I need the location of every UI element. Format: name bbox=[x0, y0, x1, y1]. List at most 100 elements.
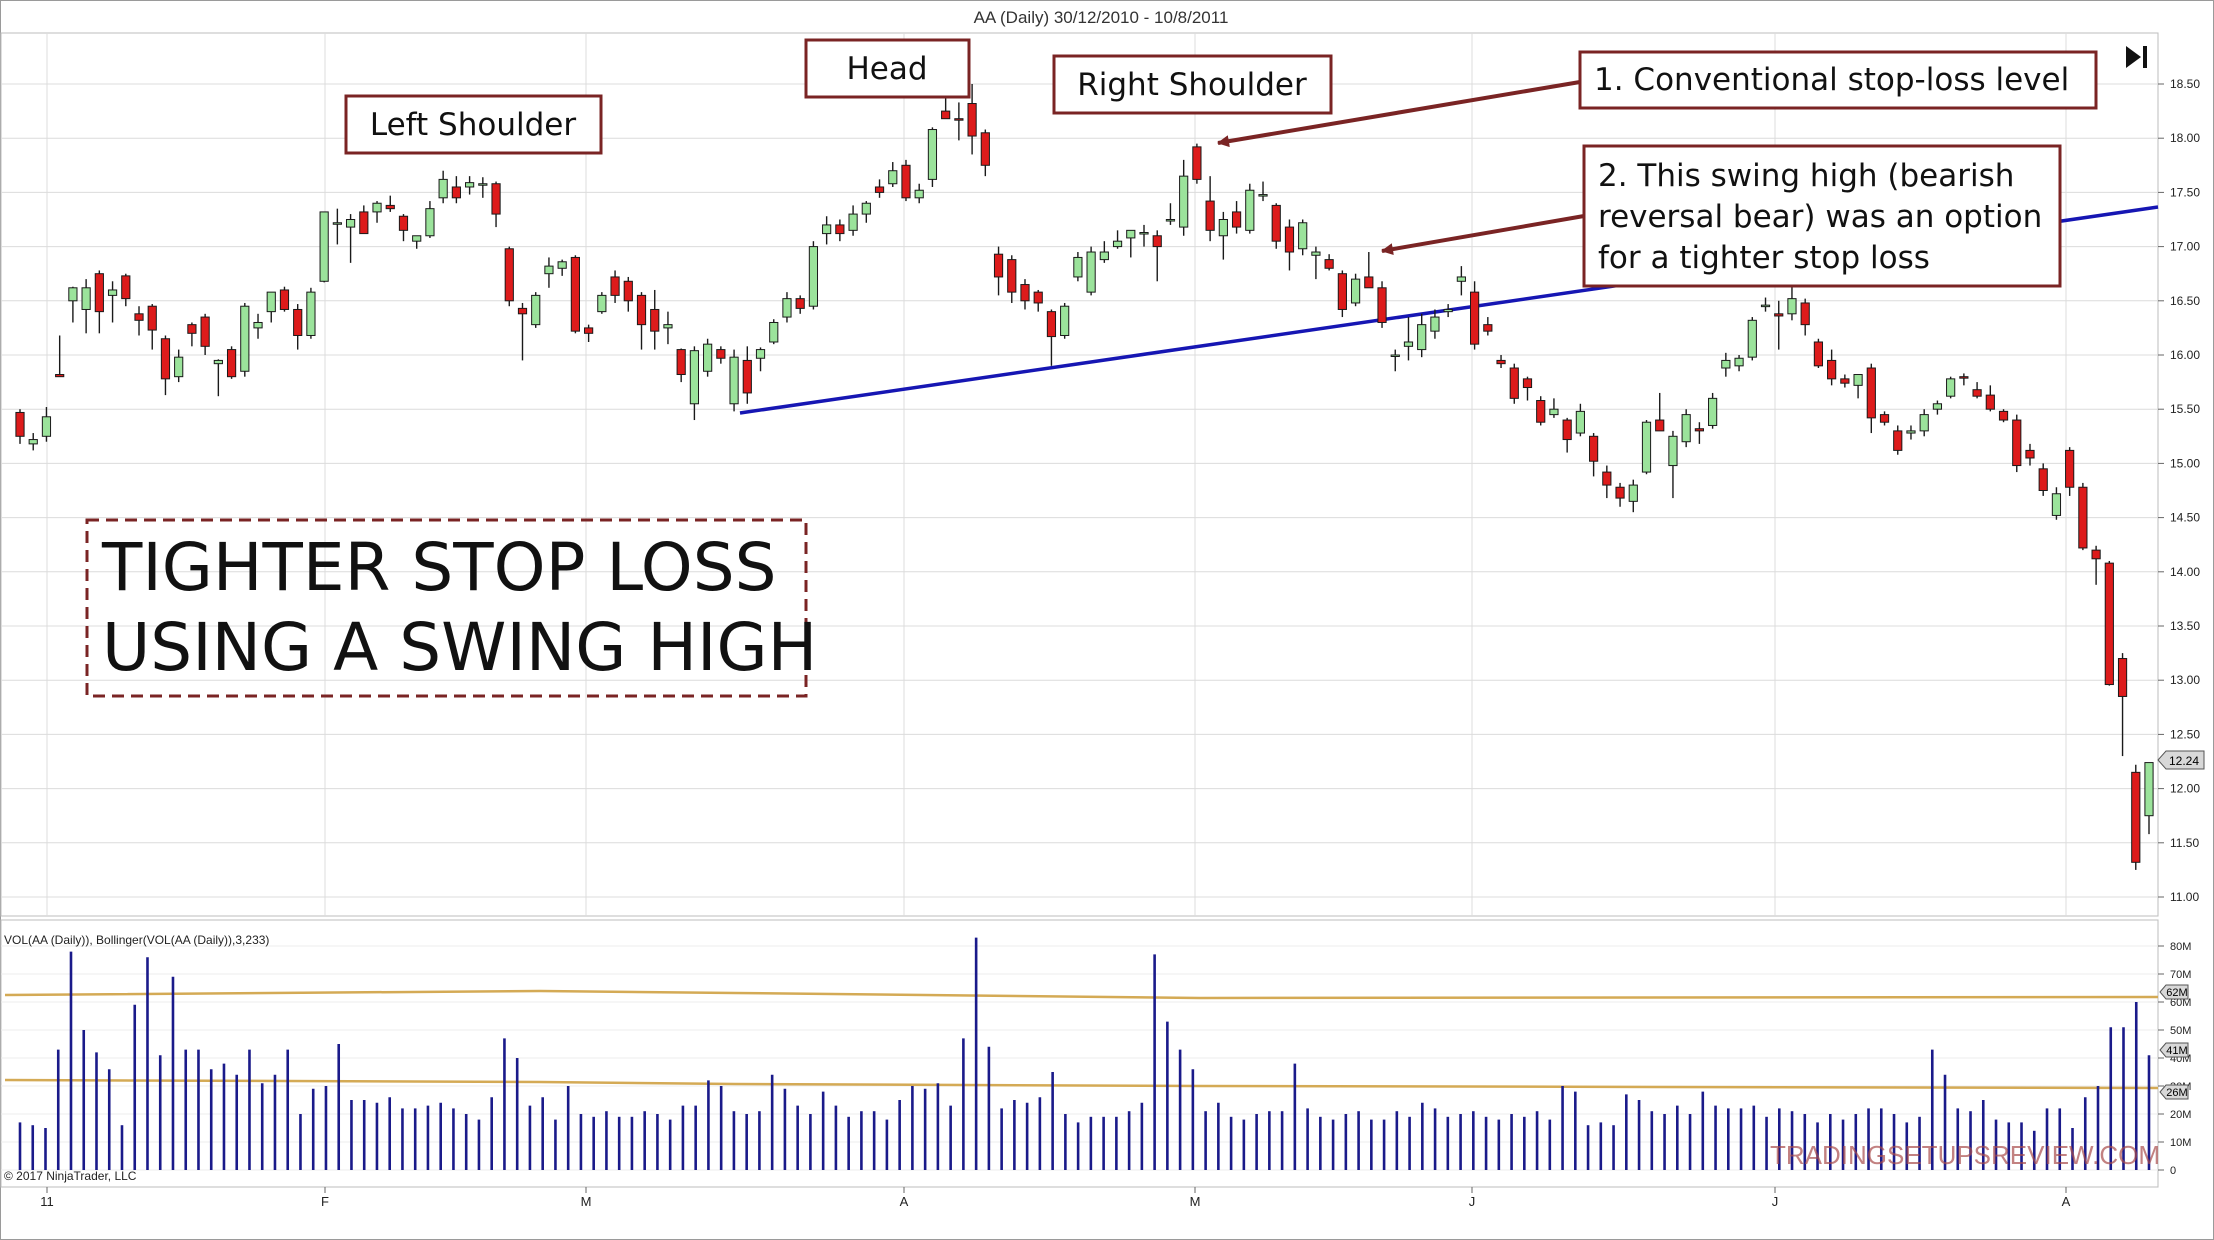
time-tick-label: J bbox=[1469, 1194, 1476, 1209]
candle-body-down bbox=[187, 324, 197, 334]
candle-body-up bbox=[1932, 403, 1943, 410]
candle bbox=[1602, 465, 1612, 499]
candle bbox=[874, 179, 885, 198]
candle-body-up bbox=[240, 305, 250, 372]
candle-body-up bbox=[888, 170, 898, 185]
candle-body-up bbox=[68, 287, 78, 302]
candle-body-up bbox=[808, 246, 819, 307]
candle bbox=[544, 257, 554, 288]
candle bbox=[914, 183, 924, 204]
candle bbox=[1906, 425, 1916, 440]
volume-last-value: 41M bbox=[2166, 1045, 2187, 1057]
candle bbox=[306, 287, 316, 339]
candle bbox=[1641, 420, 1652, 475]
candle-body-down bbox=[2131, 771, 2141, 863]
candle-body-up bbox=[1443, 308, 1453, 313]
candle-body-down bbox=[954, 118, 964, 121]
volume-last-tag bbox=[2159, 1042, 2189, 1058]
last-price-marker bbox=[2157, 750, 2205, 770]
candle-body-up bbox=[425, 208, 435, 237]
candle bbox=[2025, 443, 2035, 466]
candle-body-up bbox=[1628, 484, 1638, 502]
candle bbox=[1337, 270, 1347, 318]
candle-body-up bbox=[914, 189, 924, 199]
candle bbox=[1245, 183, 1255, 234]
candle bbox=[226, 346, 237, 379]
candle bbox=[438, 170, 448, 204]
candle bbox=[266, 291, 276, 323]
candle bbox=[1417, 313, 1427, 358]
price-tick-label: 15.00 bbox=[2170, 456, 2200, 470]
candle bbox=[1655, 392, 1665, 432]
candle bbox=[1589, 433, 1599, 477]
candle bbox=[1866, 363, 1876, 434]
volume-tick-label: 60M bbox=[2170, 997, 2191, 1009]
candle-body-up bbox=[1919, 414, 1929, 432]
candle bbox=[1734, 355, 1744, 372]
right-shoulder-box bbox=[1052, 54, 1333, 115]
candle bbox=[557, 259, 567, 276]
candle-body-down bbox=[1985, 394, 1995, 410]
candle-body-up bbox=[1760, 304, 1771, 308]
candle-body-down bbox=[1007, 259, 1017, 293]
candle-body-up bbox=[1549, 408, 1559, 416]
candle-body-down bbox=[2025, 449, 2035, 459]
candle bbox=[465, 176, 475, 195]
candle-body-up bbox=[1853, 374, 1863, 386]
candle-body-up bbox=[1245, 189, 1255, 231]
candle-body-down bbox=[1522, 378, 1533, 389]
candle-body-down bbox=[1205, 200, 1215, 231]
candle bbox=[398, 214, 409, 242]
candle bbox=[1324, 254, 1334, 271]
head-box bbox=[804, 38, 971, 99]
candle bbox=[1879, 411, 1890, 426]
candle-body-down bbox=[491, 183, 501, 215]
candle-body-down bbox=[623, 280, 633, 302]
price-tick-label: 17.50 bbox=[2170, 185, 2200, 199]
candle bbox=[1271, 203, 1281, 249]
candle-body-down bbox=[1192, 146, 1202, 180]
candle-body-up bbox=[1390, 354, 1400, 357]
candle bbox=[1985, 385, 1995, 412]
big-title-box bbox=[85, 518, 808, 698]
candle bbox=[597, 292, 607, 314]
candle bbox=[1522, 376, 1533, 401]
candle bbox=[81, 279, 91, 334]
candle bbox=[1747, 317, 1757, 361]
candle bbox=[345, 214, 356, 263]
candle bbox=[1443, 304, 1453, 318]
candle-body-up bbox=[306, 291, 316, 336]
candle-body-up bbox=[1112, 240, 1123, 248]
volume-tick-label: 10M bbox=[2170, 1137, 2191, 1149]
time-tick-label: A bbox=[900, 1194, 909, 1209]
candle bbox=[1694, 422, 1704, 444]
candle bbox=[213, 359, 223, 397]
candle-body-down bbox=[1152, 235, 1162, 248]
chart-title: AA (Daily) 30/12/2010 - 10/8/2011 bbox=[974, 8, 1229, 27]
candle-body-down bbox=[1866, 367, 1876, 419]
play-end-icon bbox=[2126, 46, 2141, 68]
scroll-to-end-button[interactable] bbox=[2126, 46, 2147, 68]
candle bbox=[769, 319, 779, 345]
candle bbox=[1469, 281, 1480, 350]
candle-body-down bbox=[584, 327, 594, 334]
candle-body-down bbox=[1800, 302, 1810, 326]
candle-body-up bbox=[1747, 319, 1757, 358]
candle bbox=[1496, 355, 1506, 369]
right-shoulder-label: Right Shoulder bbox=[1077, 67, 1307, 103]
candle bbox=[28, 433, 38, 451]
time-axis: 11 F M A M J J A bbox=[40, 1187, 2071, 1209]
candle-body-down bbox=[901, 164, 911, 199]
candle-body-up bbox=[663, 324, 673, 329]
volume-upper-band-tag bbox=[2159, 984, 2189, 1000]
big-title-line-1: TIGHTER STOP LOSS bbox=[101, 529, 777, 606]
candle bbox=[187, 322, 197, 347]
candle-body-up bbox=[1668, 435, 1678, 467]
candle bbox=[134, 306, 144, 336]
candle bbox=[1033, 289, 1043, 312]
candle bbox=[1364, 252, 1374, 289]
candle-body-up bbox=[703, 343, 713, 372]
candle bbox=[2012, 414, 2022, 473]
candle bbox=[1350, 273, 1361, 307]
candle-body-up bbox=[1139, 232, 1149, 235]
